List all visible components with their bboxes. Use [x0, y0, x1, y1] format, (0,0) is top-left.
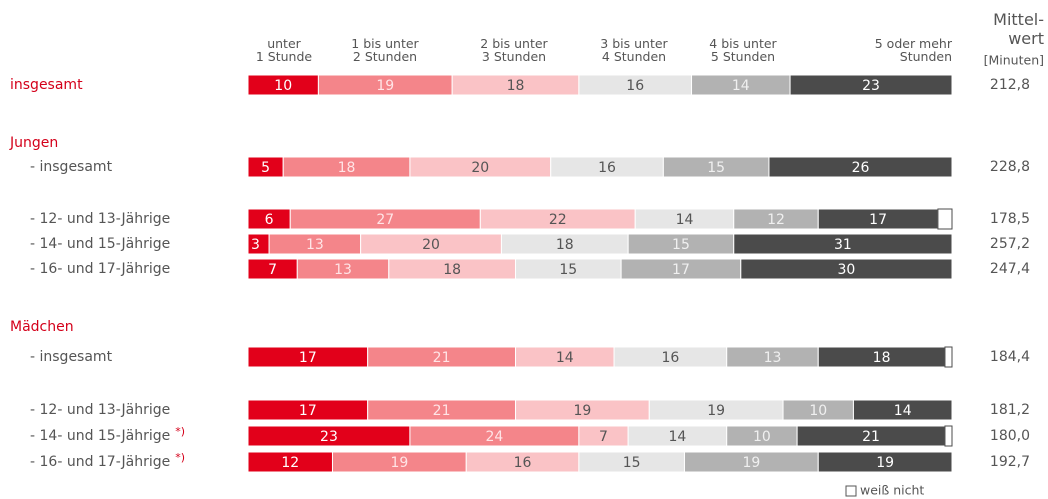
mean-value: 184,4: [990, 349, 1030, 365]
mean-value: 247,4: [990, 261, 1030, 277]
bar-label: 16: [598, 160, 616, 176]
bar-label: 17: [299, 350, 317, 366]
bar-label: 18: [443, 262, 461, 278]
bar-label: 13: [306, 237, 324, 253]
mean-header: Mittel-wert: [993, 10, 1044, 48]
column-header: 3 bis unter 4 Stunden: [600, 36, 668, 64]
row-label: - 12- und 13-Jährige: [30, 211, 170, 227]
bar-label: 19: [376, 78, 394, 94]
bar-label: 14: [556, 350, 574, 366]
column-header: 4 bis unter 5 Stunden: [709, 36, 777, 64]
mean-value: 192,7: [990, 454, 1030, 470]
bar-segment: [768, 156, 953, 178]
bar-label: 12: [767, 212, 785, 228]
bar-label: 15: [672, 237, 690, 253]
bar-label: 30: [837, 262, 855, 278]
bar-label: 19: [573, 403, 591, 419]
bar-label: 5: [261, 160, 270, 176]
bar-label: 16: [626, 78, 644, 94]
bar-label: 12: [281, 455, 299, 471]
bar-segment: [817, 451, 953, 473]
bar-label: 16: [661, 350, 679, 366]
bar-label: 31: [834, 237, 852, 253]
bar-segment: [789, 74, 953, 96]
column-header: 1 bis unter 2 Stunden: [351, 36, 419, 64]
row-label: Jungen: [9, 135, 58, 151]
row-label: - 14- und 15-Jährige: [30, 428, 170, 444]
column-header: 2 bis unter 3 Stunden: [480, 36, 548, 64]
mean-value: 212,8: [990, 77, 1030, 93]
mean-value: 257,2: [990, 236, 1030, 252]
row-label: - 14- und 15-Jährige: [30, 236, 170, 252]
bar-label: 15: [623, 455, 641, 471]
bar-label: 15: [707, 160, 725, 176]
bar-label: 21: [862, 429, 880, 445]
bar-label: 22: [549, 212, 567, 228]
row-label: - 16- und 17-Jährige: [30, 261, 170, 277]
bar-label: 18: [338, 160, 356, 176]
bar-segment: [944, 425, 953, 447]
bar-label: 14: [732, 78, 750, 94]
bar-label: 7: [599, 429, 608, 445]
bar-label: 7: [268, 262, 277, 278]
bar-label: 21: [433, 350, 451, 366]
column-header: 5 oder mehr Stunden: [875, 36, 953, 64]
footnote-mark: *): [175, 451, 185, 464]
bar-label: 19: [390, 455, 408, 471]
bar-segment: [852, 399, 953, 421]
bar-label: 17: [869, 212, 887, 228]
bar-label: 23: [320, 429, 338, 445]
bar-segment: [740, 258, 953, 280]
bar-label: 6: [265, 212, 274, 228]
column-header: unter 1 Stunde: [256, 36, 313, 64]
bar-label: 14: [669, 429, 687, 445]
footnote-mark: *): [175, 425, 185, 438]
mean-value: 180,0: [990, 428, 1030, 444]
row-label: - insgesamt: [30, 159, 113, 175]
bar-label: 18: [507, 78, 525, 94]
bar-label: 21: [433, 403, 451, 419]
bar-label: 10: [274, 78, 292, 94]
bar-label: 10: [809, 403, 827, 419]
legend-swatch: [845, 485, 857, 497]
bar-label: 13: [334, 262, 352, 278]
bar-label: 10: [753, 429, 771, 445]
bar-segment: [733, 233, 953, 255]
bar-label: 20: [471, 160, 489, 176]
bar-label: 24: [485, 429, 503, 445]
bar-label: 20: [422, 237, 440, 253]
bar-label: 26: [852, 160, 870, 176]
bar-label: 17: [299, 403, 317, 419]
row-label: - 16- und 17-Jährige: [30, 454, 170, 470]
bar-label: 19: [707, 403, 725, 419]
mean-value: 228,8: [990, 159, 1030, 175]
mean-value: 178,5: [990, 211, 1030, 227]
bar-label: 19: [742, 455, 760, 471]
row-label: Mädchen: [10, 319, 74, 335]
bar-label: 18: [873, 350, 891, 366]
bar-label: 23: [862, 78, 880, 94]
bar-label: 13: [764, 350, 782, 366]
mean-unit: [Minuten]: [984, 53, 1044, 68]
row-label: - insgesamt: [30, 349, 113, 365]
mean-value: 181,2: [990, 402, 1030, 418]
bar-segment: [944, 346, 953, 368]
bar-label: 19: [876, 455, 894, 471]
bar-label: 3: [251, 237, 260, 253]
bar-label: 14: [676, 212, 694, 228]
bar-label: 18: [556, 237, 574, 253]
bar-label: 15: [559, 262, 577, 278]
bar-label: 16: [514, 455, 532, 471]
row-label: insgesamt: [10, 77, 83, 93]
legend-label: weiß nicht: [860, 483, 924, 498]
bar-label: 27: [376, 212, 394, 228]
bar-segment: [937, 208, 953, 230]
row-label: - 12- und 13-Jährige: [30, 402, 170, 418]
bar-label: 14: [894, 403, 912, 419]
bar-label: 17: [672, 262, 690, 278]
